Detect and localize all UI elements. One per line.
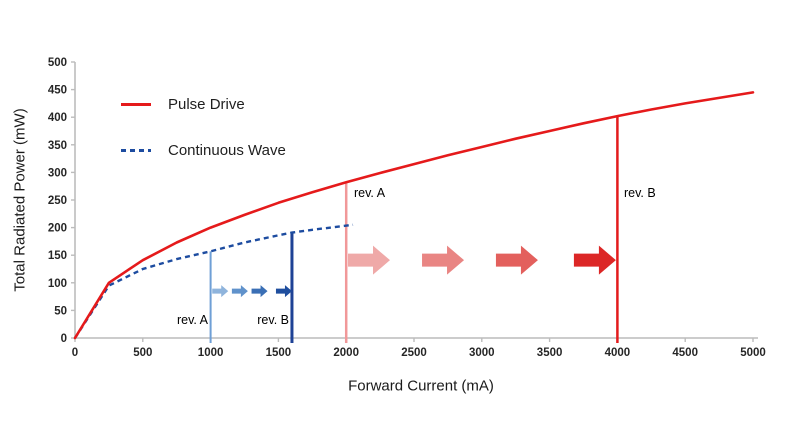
cw-rev-a-label: rev. A	[176, 313, 208, 327]
legend-item-pulse-drive: Pulse Drive	[121, 96, 245, 113]
pulse-shift-arrow-3	[495, 245, 538, 275]
x-tick-label: 4500	[672, 347, 698, 359]
y-tick-label: 500	[48, 57, 67, 69]
x-tick-label: 3000	[469, 347, 495, 359]
x-tick-label: 2500	[401, 347, 427, 359]
y-tick-label: 150	[48, 250, 67, 262]
legend-label-continuous-wave: Continuous Wave	[168, 142, 286, 159]
continuous-wave-line-swatch	[121, 149, 151, 152]
cw-rev-b-label: rev. B	[257, 313, 289, 327]
y-tick-label: 400	[48, 112, 67, 124]
x-axis-label: Forward Current (mA)	[348, 377, 494, 395]
pulse-drive-line-swatch	[121, 103, 151, 106]
y-tick-label: 350	[48, 140, 67, 152]
cw-shift-arrow-1	[212, 285, 229, 298]
continuous-wave-curve	[73, 223, 354, 339]
y-tick-label: 50	[54, 305, 67, 317]
pulse-shift-arrow-1	[347, 245, 390, 275]
pulse-drive-curve	[73, 91, 755, 340]
x-tick-label: 3500	[537, 347, 563, 359]
x-tick-label: 5000	[740, 347, 766, 359]
x-tick-label: 1500	[266, 347, 292, 359]
cw-shift-arrow-2	[231, 285, 248, 298]
y-tick-label: 250	[48, 195, 67, 207]
pulse-shift-arrow-2	[422, 245, 465, 275]
y-tick-label: 200	[48, 223, 67, 235]
y-tick-label: 300	[48, 167, 67, 179]
x-tick-label: 500	[133, 347, 152, 359]
legend-label-pulse-drive: Pulse Drive	[168, 96, 245, 113]
x-tick-label: 0	[72, 347, 78, 359]
y-tick-label: 100	[48, 278, 67, 290]
legend-item-continuous-wave: Continuous Wave	[121, 142, 286, 159]
cw-shift-arrow-3	[251, 285, 268, 298]
pulse-shift-arrow-4	[573, 245, 616, 275]
pulse-rev-a-label: rev. A	[354, 186, 386, 200]
x-tick-label: 2000	[333, 347, 359, 359]
cw-shift-arrow-4	[275, 285, 292, 298]
pulse-rev-b-label: rev. B	[624, 186, 656, 200]
y-tick-label: 450	[48, 85, 67, 97]
y-tick-label: 0	[61, 333, 67, 345]
x-tick-label: 4000	[605, 347, 631, 359]
x-tick-label: 1000	[198, 347, 224, 359]
y-axis-label: Total Radiated Power (mW)	[11, 108, 29, 292]
